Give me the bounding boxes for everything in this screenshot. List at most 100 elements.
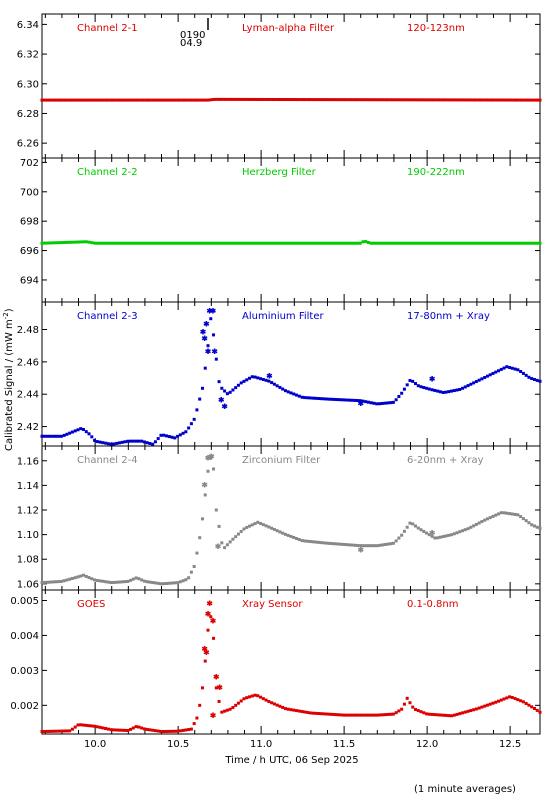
data-point <box>463 98 467 102</box>
data-point <box>339 241 343 245</box>
data-point <box>430 712 434 716</box>
data-point <box>317 397 321 400</box>
data-point <box>70 98 74 102</box>
data-point <box>483 518 487 522</box>
data-point <box>95 578 99 582</box>
data-point <box>497 369 500 373</box>
data-point <box>173 729 177 733</box>
channel-label: Channel 2-1 <box>77 23 138 34</box>
panel-1: 6.26 6.28 6.30 6.32 6.34 Channel 2-1 Lyman-alp… <box>17 13 542 159</box>
data-point <box>195 408 199 412</box>
data-point <box>530 98 534 102</box>
data-point <box>438 713 442 717</box>
data-point <box>314 711 318 715</box>
data-point <box>181 728 185 732</box>
data-point <box>101 579 105 583</box>
data-point <box>416 241 420 245</box>
data-point <box>314 540 318 544</box>
data-point <box>195 716 199 720</box>
data-point <box>308 98 312 102</box>
panel-frame <box>41 13 541 159</box>
data-point <box>441 535 445 539</box>
data-point <box>463 710 467 714</box>
data-point <box>275 98 279 101</box>
data-point <box>419 98 423 102</box>
data-point <box>380 713 384 717</box>
data-point <box>524 241 528 245</box>
data-point <box>306 98 310 102</box>
data-point <box>134 576 138 580</box>
data-point <box>411 379 415 383</box>
data-point <box>112 98 116 102</box>
panel-2: 694 696 698 700 702 Channel 2-2 Herzberg Filte… <box>20 157 542 303</box>
data-point <box>535 708 539 712</box>
data-point <box>40 241 44 245</box>
data-point <box>148 98 152 102</box>
data-point <box>278 704 282 708</box>
y-tick-label: 2.46 <box>17 357 39 368</box>
data-point <box>339 398 343 402</box>
data-point <box>165 241 168 245</box>
data-point <box>416 98 420 102</box>
data-point-star: * <box>206 348 211 359</box>
data-point <box>441 390 445 394</box>
data-point <box>256 97 260 101</box>
data-point <box>270 701 274 705</box>
data-point <box>519 241 523 245</box>
data-point <box>112 241 116 245</box>
data-point <box>322 712 326 716</box>
data-point <box>267 97 271 101</box>
data-point <box>70 240 74 244</box>
data-point <box>189 241 193 245</box>
data-point <box>217 699 221 703</box>
data-point <box>286 390 290 394</box>
data-point <box>505 511 509 515</box>
y-tick-label: 698 <box>20 217 39 228</box>
data-point <box>513 241 517 245</box>
data-point <box>485 703 489 707</box>
data-point <box>68 577 72 581</box>
data-point <box>120 728 124 732</box>
data-point <box>192 722 196 726</box>
data-point <box>184 98 188 102</box>
y-tick-label: 1.14 <box>17 481 39 492</box>
data-point <box>275 529 279 533</box>
data-point <box>225 392 229 396</box>
data-point <box>101 98 105 102</box>
data-point <box>436 98 440 102</box>
data-point <box>461 241 465 245</box>
data-point <box>521 241 525 245</box>
y-tick-label: 0.005 <box>10 596 39 607</box>
data-point <box>472 241 476 245</box>
data-point <box>347 543 351 547</box>
data-point <box>319 541 323 545</box>
data-point <box>438 98 442 102</box>
data-point <box>264 378 268 382</box>
data-point <box>430 98 434 102</box>
data-point <box>275 703 279 707</box>
data-point <box>84 240 88 244</box>
data-point <box>59 434 63 438</box>
data-point <box>461 529 465 533</box>
data-point <box>300 98 304 102</box>
data-point <box>425 241 429 245</box>
y-tick-label: 2.48 <box>17 325 39 336</box>
data-point <box>361 713 365 717</box>
data-point <box>411 241 415 245</box>
data-point <box>51 98 55 102</box>
data-point <box>510 98 514 102</box>
data-point <box>261 697 265 701</box>
data-point <box>245 525 249 529</box>
data-point <box>109 581 113 585</box>
data-point <box>527 703 531 707</box>
data-point <box>129 727 133 731</box>
data-point <box>289 391 293 395</box>
data-point <box>347 713 351 717</box>
data-point <box>391 241 395 245</box>
data-point <box>494 700 498 704</box>
data-point <box>306 396 310 400</box>
data-point <box>117 728 121 732</box>
data-point <box>95 98 99 102</box>
data-point <box>101 241 105 245</box>
data-point <box>480 377 484 381</box>
